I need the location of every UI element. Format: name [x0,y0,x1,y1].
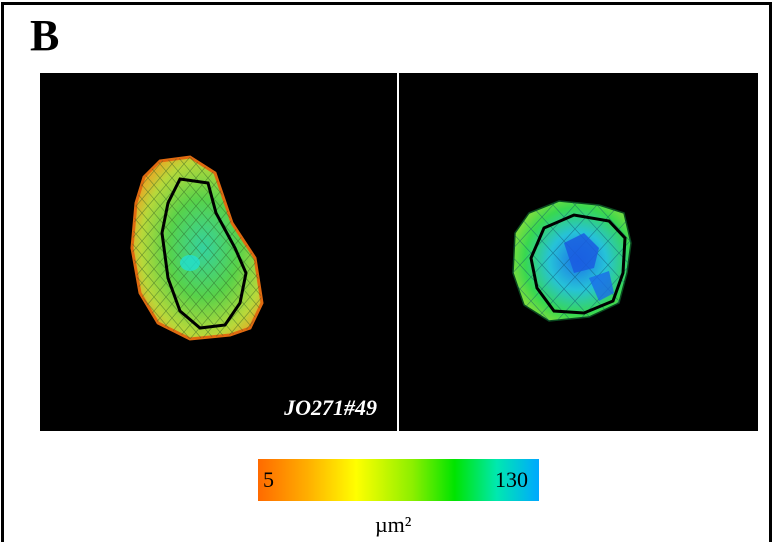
colorbar-max-label: 130 [495,467,528,492]
colorbar-min-label: 5 [263,467,274,492]
right-tissue-inner-outline [529,213,627,315]
panel-label: B [30,11,60,60]
colorbar-unit-label: µm² [375,512,412,537]
left-tissue-inner-outline [160,177,248,330]
left-cell-area-map [130,155,264,341]
right-image-panel [399,73,758,431]
left-image-panel: JO271#49 [40,73,397,431]
right-cell-area-map [512,200,632,322]
colorbar [258,459,539,501]
specimen-id: JO271#49 [284,395,377,420]
